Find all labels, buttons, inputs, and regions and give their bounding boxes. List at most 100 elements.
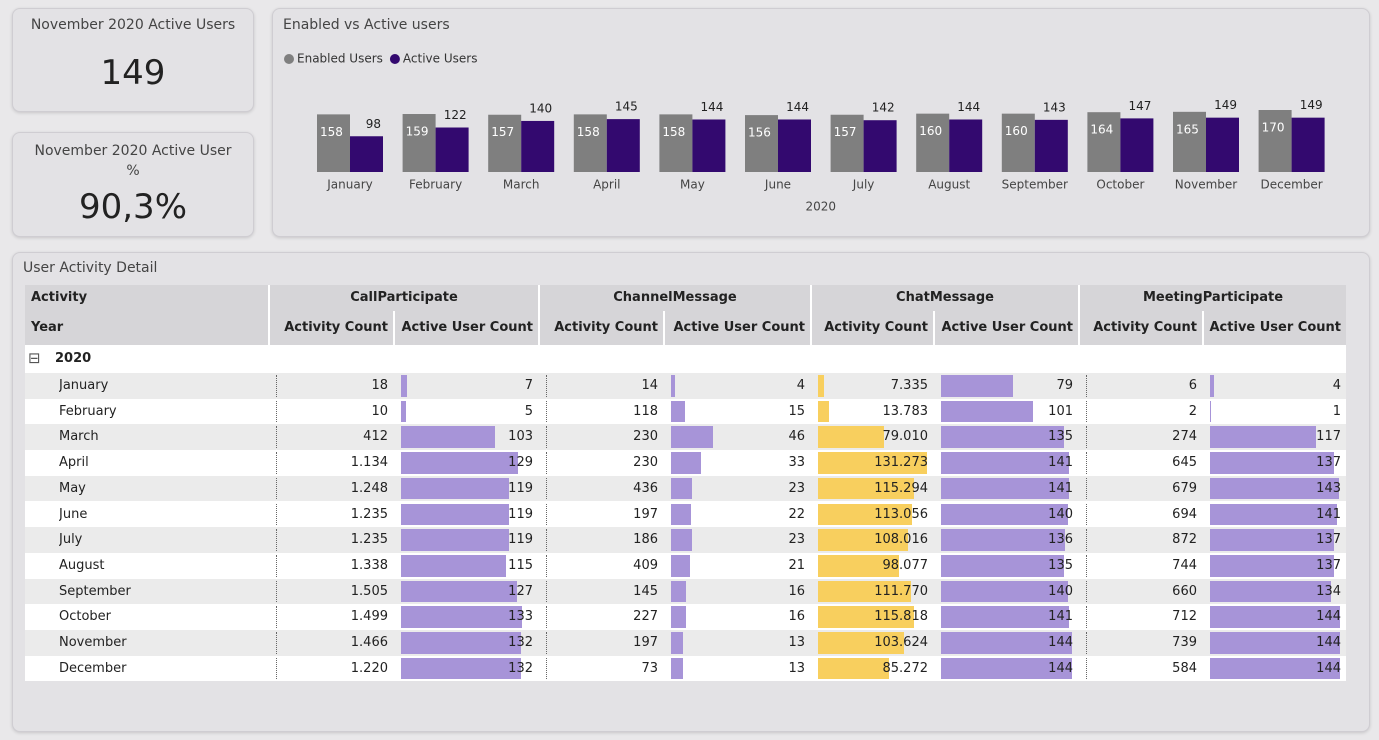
cell-value: 230	[633, 455, 658, 471]
row-label: October	[59, 609, 112, 625]
group-header: MeetingParticipate	[1078, 285, 1346, 311]
cell-divider	[276, 632, 277, 654]
cell-value: 79.010	[882, 429, 929, 445]
data-bar	[818, 400, 830, 423]
data-label: 143	[1043, 100, 1066, 114]
row-background	[25, 398, 1346, 425]
cell-value: 141	[1048, 609, 1073, 625]
cell-value: 13.783	[882, 403, 929, 419]
cell-value: 144	[1316, 609, 1341, 625]
data-bar	[941, 400, 1033, 423]
bar	[1001, 113, 1035, 172]
cell-value: 1	[1332, 403, 1341, 419]
data-bar	[401, 477, 510, 500]
cell-value: 197	[633, 506, 658, 522]
data-label: 158	[662, 125, 685, 139]
cell-value: 4	[1332, 378, 1341, 393]
data-bar	[401, 452, 519, 474]
cell-value: 111.770	[874, 583, 928, 599]
data-bar	[818, 554, 900, 577]
data-bar	[1210, 632, 1340, 654]
x-tick-label: December	[1260, 178, 1322, 192]
cell-value: 1.235	[350, 532, 388, 548]
cell-value: 129	[508, 455, 533, 471]
data-label: 170	[1262, 121, 1285, 135]
cell-value: 14	[641, 378, 658, 393]
kpi-card: November 2020 Active User % 90,3%	[12, 132, 254, 237]
cell-value: 197	[633, 635, 658, 650]
cell-divider	[1086, 529, 1087, 551]
cell-value: 21	[788, 557, 805, 573]
cell-value: 33	[788, 455, 805, 471]
cell-value: 679	[1172, 480, 1197, 496]
data-bar	[671, 503, 692, 526]
row-label: March	[59, 429, 99, 445]
chart-title: Enabled vs Active users	[283, 17, 450, 33]
cell-divider	[546, 452, 547, 474]
cell-value: 136	[1048, 532, 1073, 548]
cell-divider	[276, 529, 277, 551]
cell-value: 140	[1048, 506, 1073, 522]
x-tick-label: February	[409, 178, 462, 192]
cell-divider	[546, 554, 547, 577]
row-label: June	[59, 506, 88, 522]
data-bar	[401, 554, 506, 577]
group-header: CallParticipate	[268, 285, 538, 311]
cell-divider	[546, 606, 547, 628]
bar-chart: Enabled Users Active Users 158 98 January 159…	[284, 52, 1325, 214]
bar	[830, 114, 864, 172]
data-label: 147	[1128, 99, 1151, 113]
data-label: 157	[834, 125, 857, 139]
data-bar	[671, 554, 691, 577]
card-title: November 2020 Active Users	[30, 17, 236, 33]
row-label: July	[59, 532, 83, 548]
data-bar	[401, 400, 406, 423]
cell-value: 127	[508, 583, 533, 599]
cell-value: 13	[788, 660, 805, 676]
bar	[350, 136, 383, 172]
data-bar	[401, 606, 522, 628]
bar	[402, 114, 436, 172]
cell-divider	[546, 503, 547, 526]
x-tick-label: June	[764, 178, 791, 192]
data-bar	[401, 375, 408, 397]
data-bar	[671, 632, 683, 654]
cell-value: 13	[788, 635, 805, 650]
chart-panel: Enabled vs Active users	[272, 8, 1370, 237]
cell-divider	[1086, 503, 1087, 526]
data-bar	[1210, 529, 1334, 551]
data-label: 160	[919, 124, 942, 138]
cell-value: 117	[1316, 429, 1341, 445]
cell-value: 1.338	[350, 557, 388, 573]
x-tick-label: April	[593, 178, 620, 192]
bar	[1206, 117, 1239, 172]
x-tick-label: September	[1002, 178, 1068, 192]
data-bar	[941, 503, 1069, 526]
bar	[1291, 117, 1325, 172]
legend-marker	[284, 54, 294, 64]
cell-value: 115	[508, 557, 533, 573]
cell-value: 22	[788, 506, 805, 522]
data-bar	[671, 375, 675, 397]
cell-value: 660	[1172, 583, 1197, 599]
data-bar	[818, 477, 914, 500]
cell-value: 85.272	[882, 660, 929, 676]
row-background	[25, 630, 1346, 656]
cell-value: 412	[363, 429, 388, 445]
bar	[916, 113, 950, 172]
cell-value: 119	[508, 532, 533, 548]
cell-divider	[546, 657, 547, 680]
cell-divider	[546, 477, 547, 500]
cell-value: 118	[633, 403, 658, 419]
group-header: ChatMessage	[810, 285, 1078, 311]
cell-divider	[1086, 375, 1087, 397]
data-bar	[1210, 400, 1211, 423]
x-tick-label: January	[326, 178, 373, 192]
data-label: 140	[529, 101, 552, 115]
data-bar	[1210, 503, 1338, 526]
data-bar	[1210, 375, 1214, 397]
legend-marker	[389, 54, 400, 64]
cell-value: 144	[1048, 660, 1073, 676]
cell-divider	[1086, 426, 1087, 449]
